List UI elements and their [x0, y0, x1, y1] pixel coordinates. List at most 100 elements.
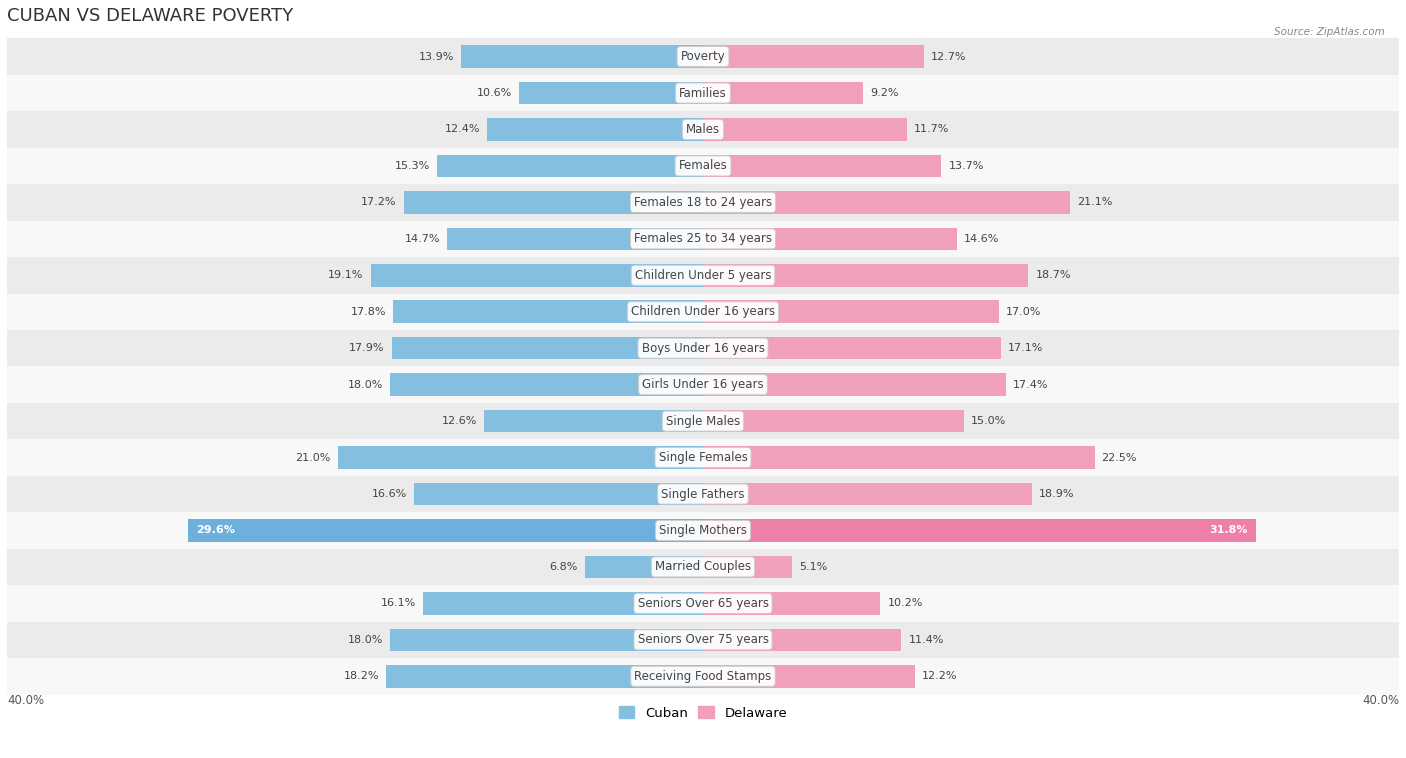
- Text: 16.1%: 16.1%: [381, 598, 416, 609]
- Bar: [703, 446, 1094, 469]
- Bar: [7, 330, 1399, 366]
- Text: 13.7%: 13.7%: [949, 161, 984, 171]
- Bar: [7, 184, 1399, 221]
- Bar: [7, 148, 1399, 184]
- Bar: [703, 227, 957, 250]
- Text: 18.0%: 18.0%: [347, 380, 382, 390]
- Bar: [447, 227, 703, 250]
- Bar: [7, 512, 1399, 549]
- Bar: [7, 658, 1399, 694]
- Text: 5.1%: 5.1%: [799, 562, 827, 572]
- Bar: [703, 155, 942, 177]
- Text: 17.0%: 17.0%: [1005, 307, 1042, 317]
- Text: 14.7%: 14.7%: [405, 233, 440, 244]
- Legend: Cuban, Delaware: Cuban, Delaware: [613, 701, 793, 725]
- Text: 17.9%: 17.9%: [349, 343, 385, 353]
- Bar: [703, 665, 915, 688]
- Text: 12.4%: 12.4%: [444, 124, 481, 134]
- Bar: [394, 300, 703, 323]
- Bar: [337, 446, 703, 469]
- Bar: [703, 337, 1001, 359]
- Text: Girls Under 16 years: Girls Under 16 years: [643, 378, 763, 391]
- Text: Females: Females: [679, 159, 727, 172]
- Text: 22.5%: 22.5%: [1101, 453, 1137, 462]
- Bar: [703, 264, 1028, 287]
- Bar: [7, 221, 1399, 257]
- Text: 17.4%: 17.4%: [1012, 380, 1049, 390]
- Bar: [404, 191, 703, 214]
- Bar: [703, 191, 1070, 214]
- Text: 6.8%: 6.8%: [550, 562, 578, 572]
- Bar: [585, 556, 703, 578]
- Text: Children Under 16 years: Children Under 16 years: [631, 305, 775, 318]
- Bar: [703, 410, 965, 432]
- Bar: [7, 440, 1399, 476]
- Bar: [387, 665, 703, 688]
- Bar: [423, 592, 703, 615]
- Bar: [7, 476, 1399, 512]
- Bar: [371, 264, 703, 287]
- Text: Source: ZipAtlas.com: Source: ZipAtlas.com: [1274, 27, 1385, 36]
- Text: 15.3%: 15.3%: [395, 161, 430, 171]
- Text: Single Females: Single Females: [658, 451, 748, 464]
- Bar: [703, 374, 1005, 396]
- Text: Females 25 to 34 years: Females 25 to 34 years: [634, 233, 772, 246]
- Bar: [703, 483, 1032, 506]
- Text: Boys Under 16 years: Boys Under 16 years: [641, 342, 765, 355]
- Bar: [703, 519, 1257, 542]
- Bar: [415, 483, 703, 506]
- Text: 17.8%: 17.8%: [350, 307, 387, 317]
- Bar: [703, 82, 863, 105]
- Text: 19.1%: 19.1%: [328, 271, 364, 280]
- Bar: [389, 374, 703, 396]
- Text: 31.8%: 31.8%: [1209, 525, 1247, 535]
- Text: 15.0%: 15.0%: [972, 416, 1007, 426]
- Bar: [703, 628, 901, 651]
- Bar: [7, 402, 1399, 440]
- Bar: [484, 410, 703, 432]
- Text: 18.2%: 18.2%: [344, 672, 380, 681]
- Bar: [461, 45, 703, 68]
- Text: 13.9%: 13.9%: [419, 52, 454, 61]
- Bar: [703, 45, 924, 68]
- Bar: [188, 519, 703, 542]
- Text: 18.7%: 18.7%: [1035, 271, 1071, 280]
- Text: 14.6%: 14.6%: [965, 233, 1000, 244]
- Bar: [703, 592, 880, 615]
- Bar: [7, 549, 1399, 585]
- Bar: [7, 293, 1399, 330]
- Text: 12.7%: 12.7%: [931, 52, 966, 61]
- Text: 16.6%: 16.6%: [373, 489, 408, 499]
- Bar: [7, 585, 1399, 622]
- Text: 21.0%: 21.0%: [295, 453, 330, 462]
- Text: 18.0%: 18.0%: [347, 634, 382, 645]
- Text: CUBAN VS DELAWARE POVERTY: CUBAN VS DELAWARE POVERTY: [7, 7, 294, 25]
- Bar: [7, 257, 1399, 293]
- Text: Married Couples: Married Couples: [655, 560, 751, 573]
- Text: 17.2%: 17.2%: [361, 197, 396, 208]
- Text: Poverty: Poverty: [681, 50, 725, 63]
- Text: 9.2%: 9.2%: [870, 88, 898, 98]
- Text: Families: Families: [679, 86, 727, 99]
- Text: 12.2%: 12.2%: [922, 672, 957, 681]
- Bar: [391, 337, 703, 359]
- Text: 29.6%: 29.6%: [197, 525, 235, 535]
- Bar: [389, 628, 703, 651]
- Text: Children Under 5 years: Children Under 5 years: [634, 269, 772, 282]
- Text: Receiving Food Stamps: Receiving Food Stamps: [634, 670, 772, 683]
- Text: 18.9%: 18.9%: [1039, 489, 1074, 499]
- Text: 11.7%: 11.7%: [914, 124, 949, 134]
- Bar: [437, 155, 703, 177]
- Text: 11.4%: 11.4%: [908, 634, 943, 645]
- Bar: [7, 111, 1399, 148]
- Text: Seniors Over 75 years: Seniors Over 75 years: [637, 634, 769, 647]
- Text: 21.1%: 21.1%: [1077, 197, 1112, 208]
- Text: 10.6%: 10.6%: [477, 88, 512, 98]
- Bar: [7, 75, 1399, 111]
- Text: 40.0%: 40.0%: [1362, 694, 1399, 706]
- Text: 10.2%: 10.2%: [887, 598, 922, 609]
- Text: Seniors Over 65 years: Seniors Over 65 years: [637, 597, 769, 610]
- Bar: [703, 556, 792, 578]
- Text: Single Mothers: Single Mothers: [659, 524, 747, 537]
- Bar: [7, 39, 1399, 75]
